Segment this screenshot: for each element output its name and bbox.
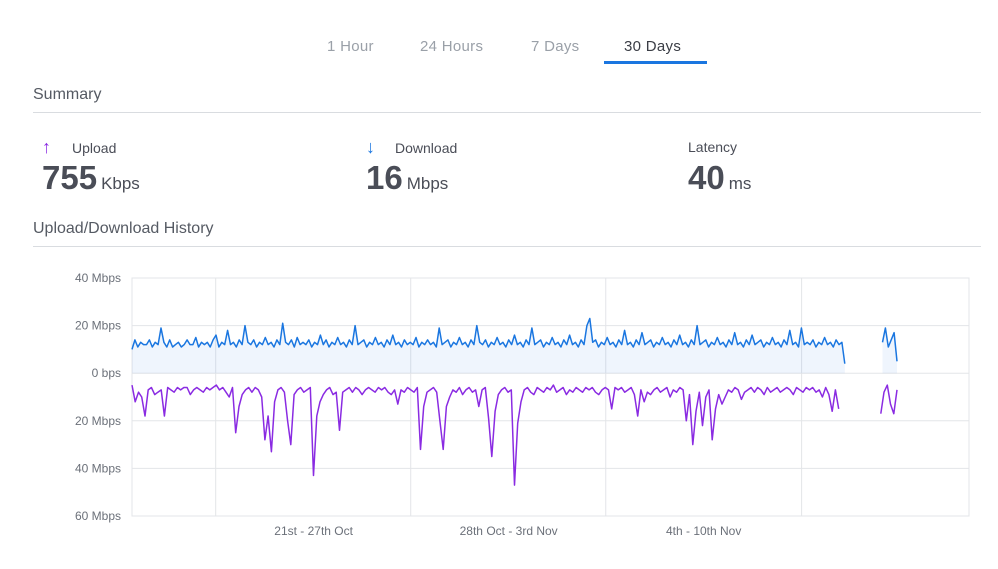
y-tick-label: 60 Mbps	[75, 509, 121, 523]
tab-7-days[interactable]: 7 Days	[531, 38, 580, 55]
upload-series-line	[131, 384, 840, 486]
upload-label: Upload	[72, 140, 117, 156]
latency-value-group: 40 ms	[688, 159, 751, 197]
arrow-up-icon: ↑	[42, 137, 51, 157]
y-tick-label: 0 bps	[92, 366, 121, 380]
tab-24-hours[interactable]: 24 Hours	[420, 38, 484, 55]
y-tick-label: 40 Mbps	[75, 461, 121, 475]
download-value: 16	[366, 159, 403, 196]
tab-1-hour[interactable]: 1 Hour	[327, 38, 374, 55]
time-range-tabs: 1 Hour 24 Hours 7 Days 30 Days	[0, 30, 998, 66]
x-tick-label: 28th Oct - 3rd Nov	[460, 524, 558, 538]
plot-area-border	[131, 277, 970, 517]
arrow-down-icon: ↓	[366, 137, 375, 157]
x-tick-label: 21st - 27th Oct	[274, 524, 353, 538]
history-chart: 40 Mbps 20 Mbps 0 bps 20 Mbps 40 Mbps 60 Mbps…	[0, 262, 998, 564]
latency-value: 40	[688, 159, 725, 196]
upload-value-group: 755 Kbps	[42, 159, 140, 197]
upload-value: 755	[42, 159, 98, 196]
y-tick-label: 40 Mbps	[75, 271, 121, 285]
latency-label: Latency	[688, 139, 738, 155]
history-divider	[33, 246, 981, 247]
active-tab-indicator	[604, 61, 707, 64]
upload-unit: Kbps	[101, 174, 140, 193]
download-area	[132, 318, 845, 374]
tab-30-days[interactable]: 30 Days	[624, 38, 682, 55]
history-chart-svg: 40 Mbps 20 Mbps 0 bps 20 Mbps 40 Mbps 60 Mbps…	[75, 271, 970, 538]
download-area	[882, 327, 897, 374]
download-value-group: 16 Mbps	[366, 159, 448, 197]
history-title: Upload/Download History	[33, 220, 214, 237]
y-tick-label: 20 Mbps	[75, 414, 121, 428]
download-label: Download	[395, 140, 458, 156]
x-tick-label: 4th - 10th Nov	[666, 524, 741, 538]
y-tick-label: 20 Mbps	[75, 319, 121, 333]
upload-series-line	[880, 384, 898, 415]
summary-title: Summary	[33, 86, 102, 103]
summary-divider	[33, 112, 981, 113]
latency-unit: ms	[728, 174, 752, 193]
download-series-line	[131, 317, 846, 364]
download-series-line	[881, 327, 898, 362]
download-unit: Mbps	[406, 174, 449, 193]
